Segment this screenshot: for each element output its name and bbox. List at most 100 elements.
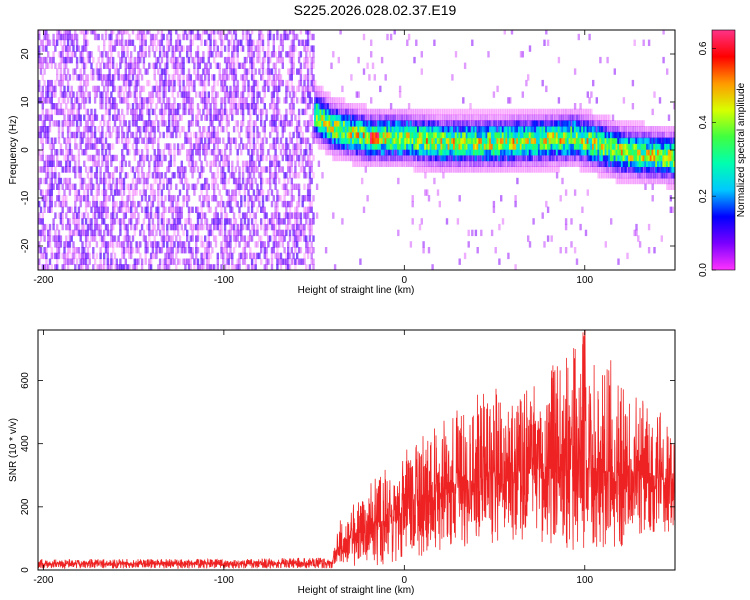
heatmap-cell — [93, 160, 97, 167]
heatmap-cell — [63, 74, 66, 81]
heatmap-cell — [247, 264, 250, 270]
heatmap-cell — [66, 252, 70, 260]
heatmap-cell — [471, 108, 474, 116]
heatmap-cell — [249, 235, 252, 242]
heatmap-cell — [252, 189, 256, 196]
heatmap-cell — [104, 223, 108, 231]
heatmap-cell — [330, 143, 333, 150]
heatmap-cell — [263, 131, 266, 139]
heatmap-cell — [236, 258, 239, 265]
heatmap-cell — [122, 252, 126, 260]
heatmap-cell — [440, 154, 443, 162]
heatmap-cell — [375, 120, 378, 127]
heatmap-cell — [238, 103, 241, 110]
heatmap-cell — [211, 131, 214, 139]
heatmap-cell — [225, 74, 229, 81]
heatmap-cell — [308, 264, 312, 270]
heatmap-cell — [536, 137, 539, 144]
heatmap-cell — [106, 85, 109, 93]
heatmap-cell — [223, 212, 227, 219]
heatmap-cell — [444, 149, 447, 156]
heatmap-cell — [182, 30, 185, 35]
heatmap-cell — [272, 51, 275, 58]
heatmap-cell — [278, 177, 281, 185]
heatmap-cell — [48, 206, 52, 213]
heatmap-cell — [153, 189, 156, 196]
heatmap-cell — [240, 218, 243, 225]
heatmap-cell — [93, 218, 97, 225]
heatmap-cell — [323, 97, 326, 104]
heatmap-cell — [263, 91, 266, 98]
heatmap-cell — [296, 143, 299, 150]
heatmap-cell — [234, 74, 238, 81]
heatmap-cell — [521, 108, 524, 116]
heatmap-cell — [200, 97, 203, 104]
heatmap-cell — [121, 166, 124, 173]
heatmap-cell — [458, 149, 461, 156]
heatmap-cell — [131, 74, 135, 81]
heatmap-cell — [371, 137, 375, 144]
heatmap-cell — [187, 206, 191, 213]
heatmap-cell — [297, 85, 301, 93]
heatmap-cell — [301, 223, 304, 231]
heatmap-cell — [274, 154, 277, 162]
heatmap-cell — [178, 39, 182, 46]
heatmap-cell — [483, 154, 487, 162]
heatmap-cell — [184, 108, 187, 116]
heatmap-cell — [310, 33, 313, 41]
heatmap-cell — [406, 120, 409, 127]
heatmap-cell — [527, 149, 530, 156]
heatmap-cell — [406, 160, 409, 167]
heatmap-cell — [84, 33, 88, 41]
heatmap-cell — [189, 97, 192, 104]
heatmap-cell — [146, 120, 149, 127]
heatmap-cell — [180, 206, 183, 213]
heatmap-cell — [222, 74, 225, 81]
heatmap-cell — [216, 183, 219, 190]
heatmap-cell — [397, 108, 400, 116]
heatmap-cell — [324, 126, 328, 133]
heatmap-cell — [50, 103, 53, 110]
heatmap-cell — [260, 189, 263, 196]
heatmap-cell — [308, 189, 312, 196]
heatmap-cell — [272, 143, 275, 150]
heatmap-cell — [462, 114, 465, 121]
heatmap-cell — [258, 33, 261, 41]
heatmap-cell — [435, 166, 438, 173]
heatmap-cell — [263, 212, 266, 219]
heatmap-cell — [384, 137, 387, 144]
heatmap-cell — [158, 149, 162, 156]
heatmap-cell — [512, 108, 515, 116]
heatmap-cell — [225, 91, 229, 98]
heatmap-cell — [72, 183, 75, 190]
heatmap-cell — [151, 172, 155, 179]
heatmap-cell — [196, 143, 200, 150]
heatmap-cell — [65, 137, 68, 144]
heatmap-cell — [366, 62, 369, 69]
heatmap-cell — [333, 264, 337, 270]
heatmap-cell — [66, 218, 70, 225]
heatmap-cell — [267, 258, 270, 265]
heatmap-cell — [343, 114, 346, 121]
heatmap-cell — [252, 200, 256, 208]
heatmap-cell — [182, 45, 185, 52]
heatmap-cell — [70, 183, 73, 190]
heatmap-cell — [176, 68, 180, 75]
heatmap-cell — [95, 241, 99, 248]
heatmap-cell — [130, 223, 133, 231]
heatmap-cell — [144, 68, 147, 75]
heatmap-cell — [232, 137, 236, 144]
heatmap-cell — [267, 218, 270, 225]
heatmap-cell — [314, 126, 317, 133]
heatmap-cell — [86, 195, 90, 202]
heatmap-cell — [308, 235, 312, 242]
heatmap-cell — [153, 74, 156, 81]
heatmap-cell — [173, 126, 176, 133]
heatmap-cell — [56, 241, 59, 248]
heatmap-cell — [90, 206, 93, 213]
heatmap-cell — [77, 97, 81, 104]
heatmap-cell — [52, 172, 55, 179]
heatmap-cell — [456, 149, 460, 156]
heatmap-cell — [167, 114, 171, 121]
